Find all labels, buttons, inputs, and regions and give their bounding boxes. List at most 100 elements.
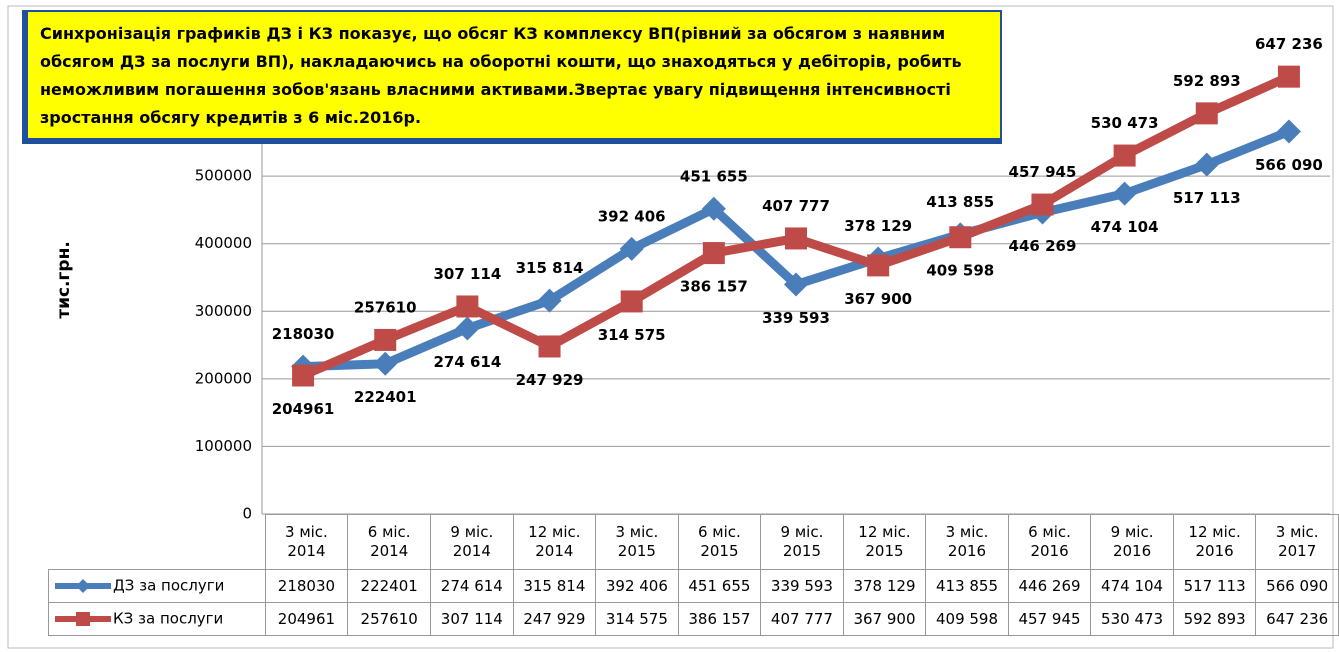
marker xyxy=(620,290,643,313)
marker xyxy=(1112,181,1137,206)
marker xyxy=(1113,144,1136,167)
marker xyxy=(1031,193,1054,216)
table-row: ДЗ за послуги 218030 222401 274 614 315 814 3… xyxy=(48,569,1339,603)
marker xyxy=(702,242,725,265)
x-tick-label: 6 міс. 2016 xyxy=(1007,514,1092,570)
x-tick-label: 3 міс. 2014 xyxy=(264,514,349,570)
table-cell: 218030 xyxy=(264,569,349,603)
data-label: 222401 xyxy=(354,388,417,406)
marker xyxy=(1194,152,1219,177)
data-label: 314 575 xyxy=(598,326,666,344)
legend-label: КЗ за послуги xyxy=(113,609,224,628)
table-cell: 592 893 xyxy=(1172,602,1257,636)
legend-marker xyxy=(76,579,90,593)
data-label: 647 236 xyxy=(1255,35,1323,53)
data-label: 457 945 xyxy=(1009,163,1077,181)
y-tick-label: 500000 xyxy=(195,167,252,185)
legend-entry: КЗ за послуги xyxy=(48,602,266,636)
x-tick-label: 3 міс. 2015 xyxy=(595,514,679,570)
x-tick-label: 12 міс. 2015 xyxy=(842,514,927,570)
data-label: 367 900 xyxy=(844,290,912,308)
table-cell: 392 406 xyxy=(595,569,679,603)
x-tick-label: 3 міс. 2016 xyxy=(925,514,1009,570)
data-label: 407 777 xyxy=(762,197,830,215)
table-cell: 566 090 xyxy=(1255,569,1339,603)
marker xyxy=(619,236,644,261)
data-label: 247 929 xyxy=(516,371,584,389)
marker xyxy=(1276,119,1301,144)
y-tick-label: 300000 xyxy=(195,302,252,320)
data-label: 451 655 xyxy=(680,167,748,185)
marker xyxy=(537,288,562,313)
data-label: 204961 xyxy=(272,400,335,418)
table-cell: 409 598 xyxy=(925,602,1009,636)
x-tick-label: 3 міс. 2017 xyxy=(1255,514,1339,570)
data-label: 474 104 xyxy=(1091,218,1159,236)
table-cell: 446 269 xyxy=(1007,569,1092,603)
table-cell: 247 929 xyxy=(512,602,597,636)
marker xyxy=(949,226,972,249)
x-tick-label: 9 міс. 2014 xyxy=(430,514,514,570)
x-tick-label: 6 міс. 2015 xyxy=(677,514,762,570)
y-tick-label: 400000 xyxy=(195,234,252,252)
x-tick-label: 12 міс. 2016 xyxy=(1172,514,1257,570)
marker xyxy=(373,351,398,376)
table-cell: 222401 xyxy=(347,569,432,603)
plot: 0 100000 200000 300000 400000 500000 218030 222… xyxy=(195,35,1330,523)
x-tick-label: 12 міс. 2014 xyxy=(512,514,597,570)
legend-entry: ДЗ за послуги xyxy=(48,569,266,603)
table-cell: 257610 xyxy=(347,602,432,636)
table-cell: 314 575 xyxy=(595,602,679,636)
data-label: 386 157 xyxy=(680,278,748,296)
marker xyxy=(784,272,808,297)
table-cell: 204961 xyxy=(264,602,349,636)
y-axis-title: тис.грн. xyxy=(54,241,74,319)
table-header-row: 3 міс. 2014 6 міс. 2014 9 міс. 2014 12 міс.… xyxy=(48,514,1339,570)
table-cell: 451 655 xyxy=(677,569,762,603)
table-cell: 474 104 xyxy=(1090,569,1174,603)
table-cell: 307 114 xyxy=(430,602,514,636)
legend-key xyxy=(55,612,111,626)
data-label: 409 598 xyxy=(926,262,994,280)
table-cell: 530 473 xyxy=(1090,602,1174,636)
marker xyxy=(785,227,807,250)
table-cell: 407 777 xyxy=(760,602,844,636)
table-cell: 378 129 xyxy=(842,569,927,603)
data-label: 307 114 xyxy=(433,265,501,283)
y-tick-label: 0 xyxy=(242,505,252,523)
annotation: Синхронізація графиків ДЗ і КЗ показує, … xyxy=(22,10,1002,144)
chart-border xyxy=(7,5,1334,649)
x-tick-label: 9 міс. 2016 xyxy=(1090,514,1174,570)
table-cell: 386 157 xyxy=(677,602,762,636)
marker xyxy=(1195,102,1218,125)
x-tick-label: 6 міс. 2014 xyxy=(347,514,432,570)
data-label: 566 090 xyxy=(1255,156,1323,174)
data-label: 274 614 xyxy=(433,353,501,371)
marker xyxy=(292,364,315,387)
legend-label: ДЗ за послуги xyxy=(113,576,225,595)
marker xyxy=(538,335,561,358)
table-cell: 457 945 xyxy=(1007,602,1092,636)
legend-marker xyxy=(76,612,90,626)
data-label: 446 269 xyxy=(1009,237,1077,255)
table-cell: 647 236 xyxy=(1255,602,1339,636)
table-cell: 315 814 xyxy=(512,569,597,603)
table-cell: 367 900 xyxy=(842,602,927,636)
table-row: КЗ за послуги 204961 257610 307 114 247 929 3… xyxy=(48,602,1339,636)
y-tick-label: 100000 xyxy=(195,437,252,455)
data-label: 378 129 xyxy=(844,217,912,235)
data-label: 392 406 xyxy=(598,207,666,225)
marker xyxy=(867,254,890,277)
table-cell: 274 614 xyxy=(430,569,514,603)
table-cell: 517 113 xyxy=(1172,569,1257,603)
y-tick-label: 200000 xyxy=(195,369,252,387)
x-tick-label: 9 міс. 2015 xyxy=(760,514,844,570)
table-cell: 339 593 xyxy=(760,569,844,603)
data-label: 339 593 xyxy=(762,309,830,327)
data-label: 517 113 xyxy=(1173,189,1241,207)
data-table: 3 міс. 2014 6 міс. 2014 9 міс. 2014 12 міс.… xyxy=(48,514,1339,636)
data-label: 592 893 xyxy=(1173,72,1241,90)
marker xyxy=(374,328,397,351)
